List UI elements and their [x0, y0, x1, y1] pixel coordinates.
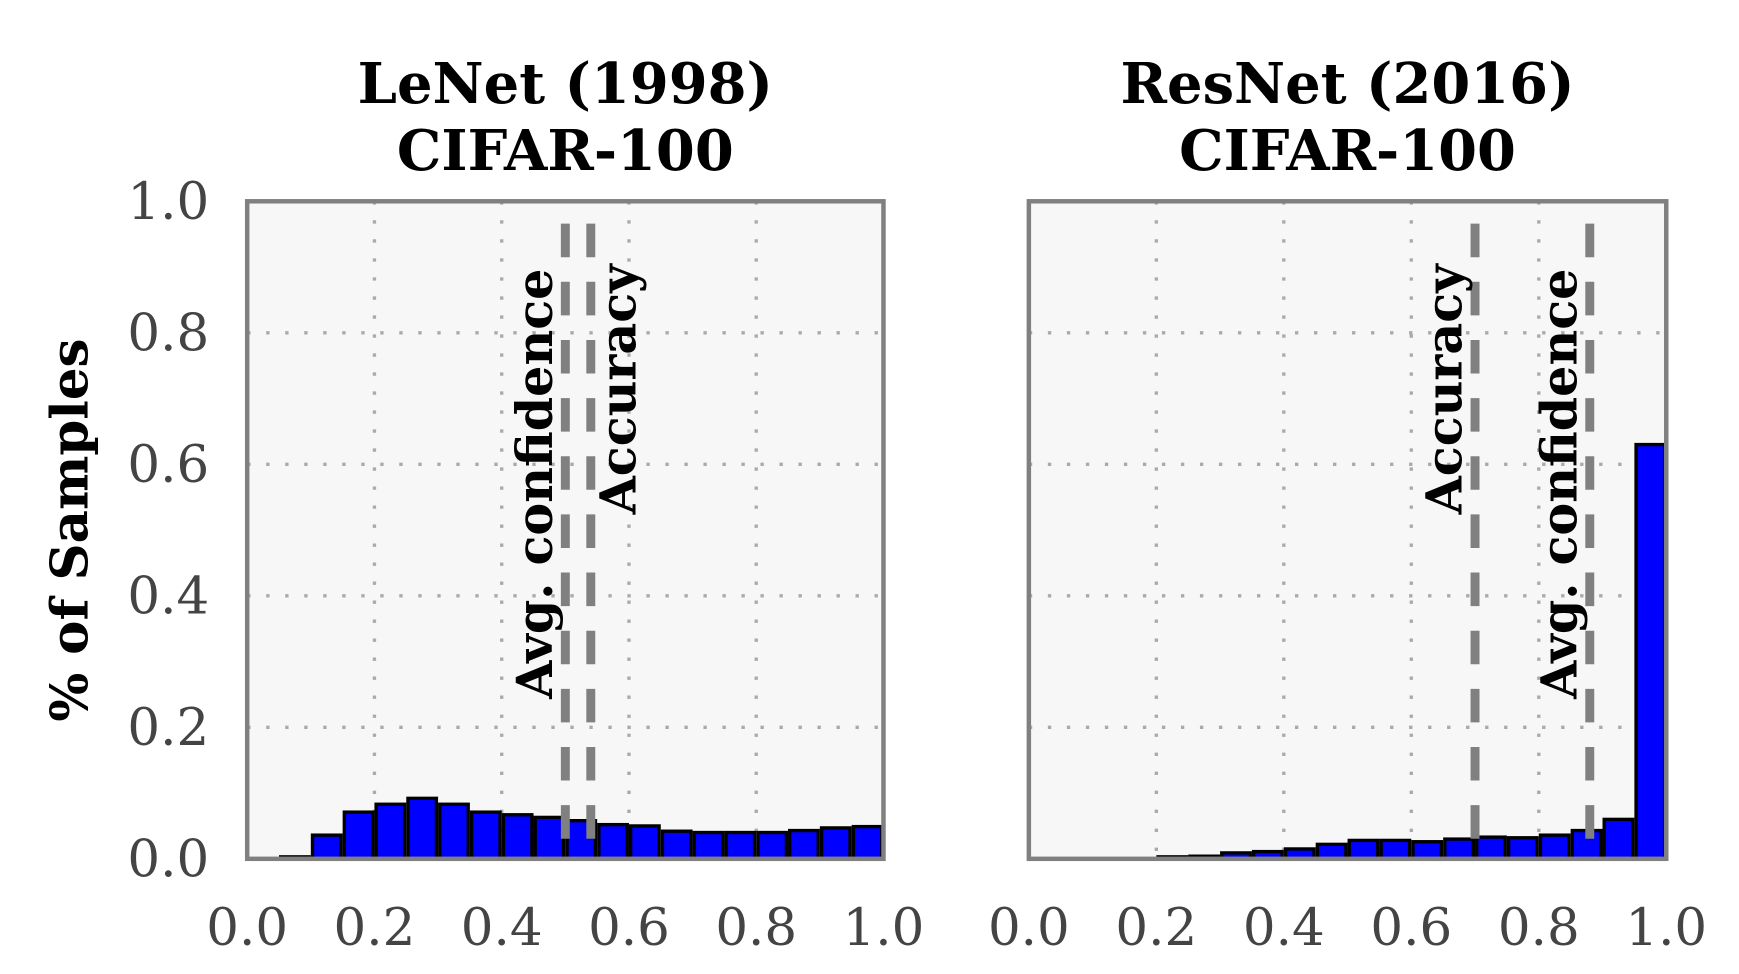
histogram-bar	[1443, 837, 1476, 861]
x-tick-label: 0.8	[715, 898, 797, 958]
reference-line-label: Accuracy	[1416, 263, 1474, 516]
x-tick-label: 0.8	[1498, 898, 1580, 958]
histogram-bar	[724, 830, 757, 861]
histogram-bar	[1475, 835, 1507, 861]
panel-0: Avg. confidence Accuracy LeNet (1998)CIFAR…	[40, 52, 924, 958]
histogram-bar	[469, 810, 502, 861]
plot-frame	[1026, 199, 1669, 862]
histogram-bar	[1602, 817, 1635, 861]
histogram-bar	[342, 810, 375, 861]
histogram-bar	[819, 826, 852, 861]
x-tick-label: 0.4	[461, 898, 543, 958]
y-tick-label: 0.4	[127, 567, 209, 627]
histogram-bar	[1634, 442, 1667, 861]
histogram-bar	[851, 824, 884, 861]
y-tick-label: 1.0	[127, 172, 209, 232]
x-tick-label: 1.0	[843, 898, 925, 958]
histogram-bar	[374, 802, 407, 861]
y-tick-label: 0.8	[127, 304, 209, 364]
histogram-bar	[756, 830, 789, 861]
x-tick-label: 0.2	[1115, 898, 1197, 958]
reference-line-label: Accuracy	[590, 263, 648, 516]
x-tick-label: 0.0	[206, 898, 288, 958]
x-tick-label: 0.6	[588, 898, 670, 958]
chart-title-line: CIFAR-100	[1179, 119, 1516, 184]
histogram-bar	[628, 824, 661, 861]
y-tick-label: 0.2	[127, 698, 209, 758]
histogram-bar	[1411, 840, 1444, 861]
histogram-bar	[438, 802, 470, 861]
histogram-bar	[1506, 836, 1539, 861]
histogram-bar	[660, 829, 693, 861]
reference-line-label: Avg. confidence	[1530, 269, 1588, 700]
x-tick-label: 0.0	[988, 898, 1070, 958]
x-tick-label: 0.4	[1243, 898, 1325, 958]
x-tick-label: 0.2	[334, 898, 416, 958]
chart-title-line: ResNet (2016)	[1121, 52, 1575, 117]
chart-title-line: LeNet (1998)	[358, 52, 773, 117]
reference-line-label: Avg. confidence	[506, 269, 564, 700]
y-axis-label: % of Samples	[40, 338, 100, 721]
histogram-bar	[501, 813, 534, 861]
histogram-bar	[597, 822, 629, 861]
histogram-bar	[692, 830, 725, 861]
histogram-bar	[310, 833, 343, 861]
y-tick-label: 0.6	[127, 435, 209, 495]
plot-frame	[244, 199, 886, 862]
histogram-bar	[406, 796, 439, 861]
x-tick-label: 0.6	[1370, 898, 1452, 958]
histogram-bar	[1347, 838, 1380, 861]
histogram-bar	[1379, 838, 1412, 861]
histogram-bar	[533, 815, 566, 861]
panel-1: Accuracy Avg. confidence ResNet (2016)CIFA…	[988, 52, 1707, 958]
histogram-bar	[1538, 833, 1571, 861]
plot-background	[1028, 201, 1667, 859]
y-tick-label: 0.0	[127, 830, 209, 890]
histogram-bar	[788, 828, 820, 861]
x-tick-label: 1.0	[1625, 898, 1707, 958]
chart-title-line: CIFAR-100	[397, 119, 734, 184]
